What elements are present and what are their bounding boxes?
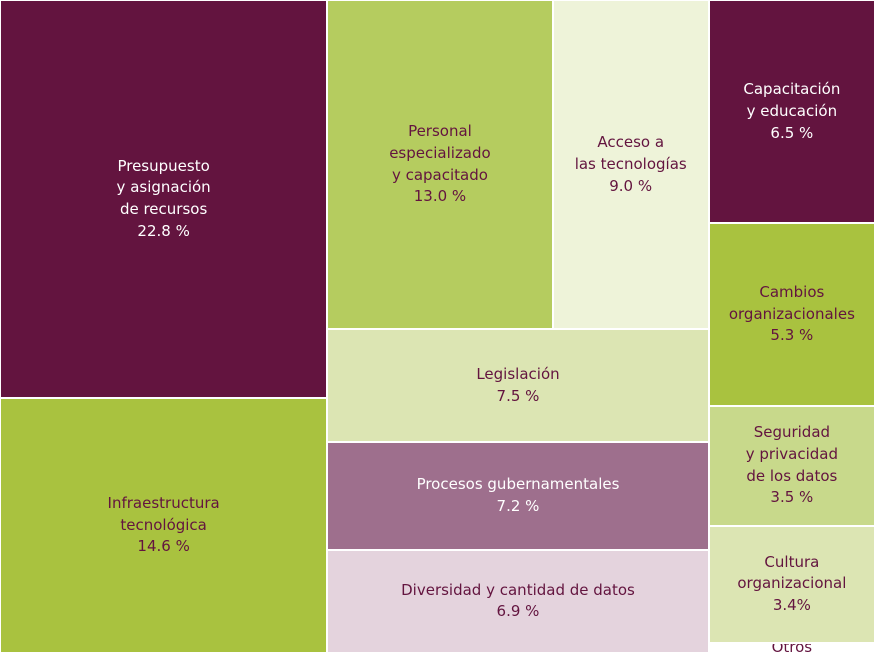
tile-value: 7.2 %	[496, 496, 540, 515]
tile-label: Personal especializado y capacitado	[389, 122, 491, 184]
tile: Presupuesto y asignación de recursos 22.8…	[0, 0, 328, 399]
tile-label: Seguridad y privacidad de los datos	[745, 423, 838, 485]
tile-label: Infraestructura tecnológica	[107, 493, 220, 534]
tile-label: Legislación	[476, 364, 560, 383]
tile: Seguridad y privacidad de los datos 3.5 %	[708, 405, 875, 526]
tile-label: Cambios organizacionales	[728, 282, 855, 323]
tile-value: 13.0 %	[413, 187, 467, 206]
tile: Otros	[708, 642, 875, 653]
tile-value: 6.9 %	[496, 602, 540, 621]
tile: Cultura organizacional 3.4%	[708, 525, 875, 643]
tile: Capacitación y educación 6.5 %	[708, 0, 875, 224]
tile-value: 9.0 %	[609, 176, 653, 195]
tile-label: Procesos gubernamentales	[416, 474, 620, 493]
tile-label: Diversidad y cantidad de datos	[401, 580, 635, 599]
tile: Personal especializado y capacitado 13.0 …	[327, 0, 553, 330]
tile-value: 3.4%	[772, 596, 811, 615]
tile-label: Otros	[771, 642, 813, 653]
tile: Infraestructura tecnológica 14.6 %	[0, 398, 328, 653]
tile: Legislación 7.5 %	[327, 329, 709, 442]
tile-value: 6.5 %	[770, 123, 814, 142]
tile: Diversidad y cantidad de datos 6.9 %	[327, 549, 709, 653]
tile: Cambios organizacionales 5.3 %	[708, 223, 875, 406]
tile-label: Presupuesto y asignación de recursos	[116, 156, 211, 219]
tile-value: 22.8 %	[137, 221, 190, 240]
tile-label: Cultura organizacional	[737, 552, 847, 593]
tile-label: Capacitación y educación	[743, 80, 841, 120]
tile-value: 14.6 %	[137, 537, 190, 556]
tile: Procesos gubernamentales 7.2 %	[327, 441, 709, 550]
tile-value: 3.5 %	[770, 488, 814, 507]
tile-value: 7.5 %	[496, 386, 540, 405]
tile-value: 5.3 %	[770, 326, 814, 345]
tile: Acceso a las tecnologías 9.0 %	[552, 0, 709, 330]
tile-label: Acceso a las tecnologías	[574, 133, 687, 173]
